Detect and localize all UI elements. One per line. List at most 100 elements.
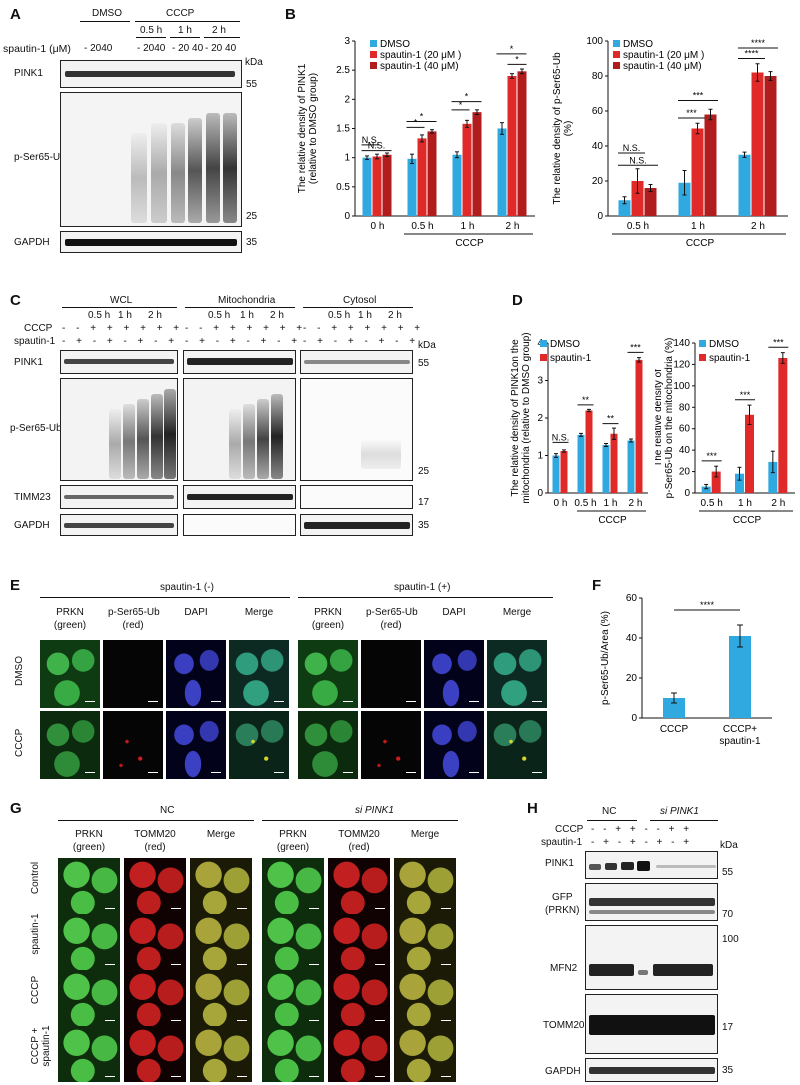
scale-bar	[237, 1076, 247, 1077]
x-group-label: CCCP	[455, 238, 484, 249]
bar	[738, 154, 751, 216]
scale-bar	[171, 908, 181, 909]
scale-bar	[343, 772, 353, 773]
h-row-cccp: CCCP	[555, 824, 584, 835]
scale-bar	[237, 964, 247, 965]
c-marker-55: 55	[418, 358, 430, 369]
e-group-1: spautin-1 (-)	[160, 582, 214, 593]
g-micrograph	[124, 970, 186, 1026]
legend-swatch	[613, 62, 620, 69]
g-group-2: si PINK1	[355, 805, 394, 816]
scale-bar	[274, 701, 284, 702]
h-group-1: NC	[602, 806, 617, 817]
sig-label: ***	[740, 390, 751, 400]
h-blot-gfp-prkn	[585, 883, 718, 921]
g-micrograph	[328, 914, 390, 970]
y-tick-label: 60	[626, 593, 638, 604]
sig-label: *	[510, 44, 514, 54]
bar	[711, 471, 721, 493]
e-micrograph	[40, 640, 100, 708]
a-cccp-label: CCCP	[166, 8, 195, 19]
g-micrograph	[328, 858, 390, 914]
legend-label: spautin-1 (40 μM)	[623, 61, 702, 72]
legend-swatch	[370, 40, 377, 47]
a-time-3: 2 h	[212, 25, 226, 36]
y-tick-label: 1	[537, 451, 543, 462]
legend-label: spautin-1 (20 μM )	[380, 50, 461, 61]
c-cyto-timm23	[300, 485, 413, 509]
scale-bar	[441, 964, 451, 965]
sig-label: ***	[693, 91, 704, 101]
y-tick-label: 80	[679, 402, 691, 413]
h-blot-label-prkn: (PRKN)	[545, 905, 580, 916]
g-micrograph	[58, 858, 120, 914]
panel-label-g: G	[10, 800, 22, 817]
y-tick-label: 20	[679, 467, 691, 478]
h-marker-55: 55	[722, 867, 734, 878]
c-wcl-timm23	[60, 485, 178, 509]
scale-bar	[375, 908, 385, 909]
e-micrograph	[166, 640, 226, 708]
h-marker-35: 35	[722, 1065, 734, 1076]
g-row-label: spautin-1	[30, 913, 41, 955]
scale-bar	[309, 908, 319, 909]
chart-d-right: 0 20 40 60 80 100 120 140 The relative density o…	[655, 337, 795, 526]
legend-swatch	[370, 62, 377, 69]
x-tick-label: 0.5 h	[627, 221, 649, 232]
legend-label: DMSO	[709, 339, 739, 350]
x-tick-label: 0.5 h	[574, 498, 596, 509]
legend-swatch	[699, 340, 706, 347]
e-micrograph	[487, 640, 547, 708]
scale-bar	[441, 908, 451, 909]
e-row-label: CCCP	[14, 728, 25, 757]
sig-label: *	[459, 100, 463, 110]
g-micrograph	[394, 858, 456, 914]
c-group-cyto: Cytosol	[343, 295, 377, 306]
bar	[497, 128, 507, 216]
x-tick-label: 2 h	[629, 498, 643, 509]
e-micrograph	[298, 640, 358, 708]
c-group-wcl: WCL	[110, 295, 133, 306]
x-tick-label: 1 h	[738, 498, 752, 509]
y-tick-label: 40	[679, 445, 691, 456]
bar	[635, 359, 643, 493]
bar	[745, 414, 754, 493]
scale-bar	[105, 964, 115, 965]
a-time-1: 0.5 h	[140, 25, 163, 36]
c-mito-pink1	[183, 350, 296, 374]
c-cyto-pser65	[300, 378, 413, 481]
a-marker-35: 35	[246, 237, 258, 248]
y-tick-label: 0	[631, 713, 637, 724]
c-cyto-time-2: 1 h	[358, 310, 372, 321]
c-cyto-pink1	[300, 350, 413, 374]
a-blot-label-pink1: PINK1	[14, 68, 43, 79]
scale-bar	[211, 701, 221, 702]
e-row-label: DMSO	[14, 656, 25, 686]
y-tick-label: 20	[626, 673, 638, 684]
scale-bar	[171, 1076, 181, 1077]
c-mito-time-3: 2 h	[270, 310, 284, 321]
sig-label: **	[582, 395, 590, 405]
bar	[577, 434, 585, 493]
e-micrograph	[103, 711, 163, 779]
c-mito-timm23	[183, 485, 296, 509]
a-dose-t2: - 20 40	[172, 43, 204, 54]
y-axis-label-2: mitochondria (relative to DMSO group)	[521, 332, 532, 503]
a-marker-25: 25	[246, 211, 258, 222]
scale-bar	[171, 1020, 181, 1021]
bar	[602, 445, 610, 493]
bar	[552, 455, 560, 493]
h-row-spautin: spautin-1	[541, 837, 583, 848]
sig-label: N.S.	[368, 141, 386, 151]
y-axis-label-2: (%)	[563, 121, 574, 137]
legend-label: spautin-1 (40 μM)	[380, 61, 459, 72]
c-mito-spautin-signs: - + - + - + - +	[185, 336, 302, 347]
g-micrograph	[124, 914, 186, 970]
e-micrograph	[361, 640, 421, 708]
x-tick-label: 1 h	[461, 221, 475, 232]
x-group-label: CCCP	[598, 515, 627, 526]
g-row-label: Control	[30, 861, 41, 895]
chart-f: 0 20 40 60 p-Ser65-Ub/Area (%) CCCP CCCP+spaut…	[600, 593, 772, 747]
y-tick-label: 3	[537, 376, 543, 387]
scale-bar	[85, 772, 95, 773]
